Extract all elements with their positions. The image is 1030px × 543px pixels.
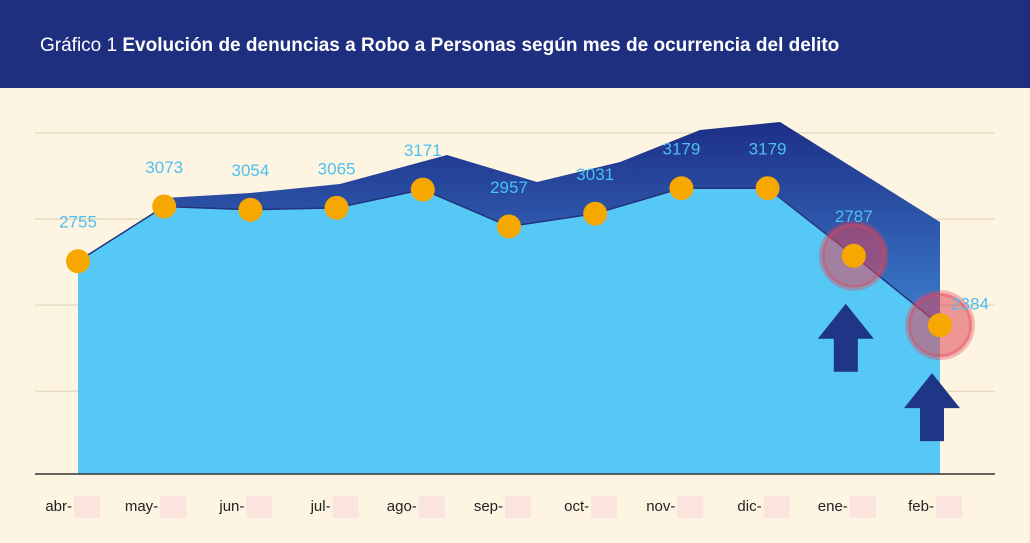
arrow [904, 373, 960, 442]
x-tick-label: jul- [310, 498, 331, 515]
value-label: 3179 [749, 140, 787, 159]
value-label: 3054 [231, 161, 269, 180]
marker [324, 195, 349, 220]
title-bar [0, 0, 1030, 88]
value-label: 2957 [490, 178, 528, 197]
x-tick-label: oct- [564, 498, 589, 515]
marker [928, 313, 952, 338]
chart-title: Gráfico 1 Evolución de denuncias a Robo … [40, 35, 839, 56]
area [78, 188, 940, 475]
redaction [418, 496, 445, 518]
redaction [677, 496, 704, 518]
marker [66, 249, 90, 274]
marker [152, 194, 177, 219]
marker [497, 214, 521, 239]
x-tick-label: dic- [737, 498, 761, 515]
value-label: 3179 [662, 140, 700, 159]
marker [669, 176, 694, 201]
value-label: 2755 [59, 213, 97, 232]
value-label: 3073 [145, 158, 183, 177]
redaction [246, 496, 273, 518]
x-tick-label: feb- [908, 498, 934, 515]
marker [410, 177, 435, 202]
marker [583, 201, 608, 226]
redaction [591, 496, 618, 518]
marker [755, 176, 780, 201]
redaction [936, 496, 962, 518]
redaction [332, 496, 359, 518]
value-label: 3171 [404, 141, 442, 160]
x-tick-label: abr- [45, 498, 72, 515]
value-label: 3065 [318, 159, 356, 178]
redaction [505, 496, 531, 518]
redaction [763, 496, 790, 518]
value-label: 2787 [835, 207, 873, 226]
x-tick-label: ene- [818, 498, 848, 515]
title-text: Evolución de denuncias a Robo a Personas… [122, 35, 839, 56]
redaction [849, 496, 876, 518]
title-prefix: Gráfico 1 [40, 35, 117, 56]
redaction [74, 496, 100, 518]
x-tick-label: nov- [646, 498, 675, 515]
redaction [160, 496, 187, 518]
x-tick-label: sep- [474, 498, 503, 515]
marker [841, 243, 866, 268]
arrow [817, 303, 874, 372]
value-label: 3031 [576, 165, 614, 184]
value-label: 2384 [951, 295, 989, 314]
x-tick-label: may- [125, 498, 158, 515]
marker [238, 197, 263, 222]
x-tick-label: jun- [218, 498, 244, 515]
x-tick-label: ago- [387, 498, 417, 515]
